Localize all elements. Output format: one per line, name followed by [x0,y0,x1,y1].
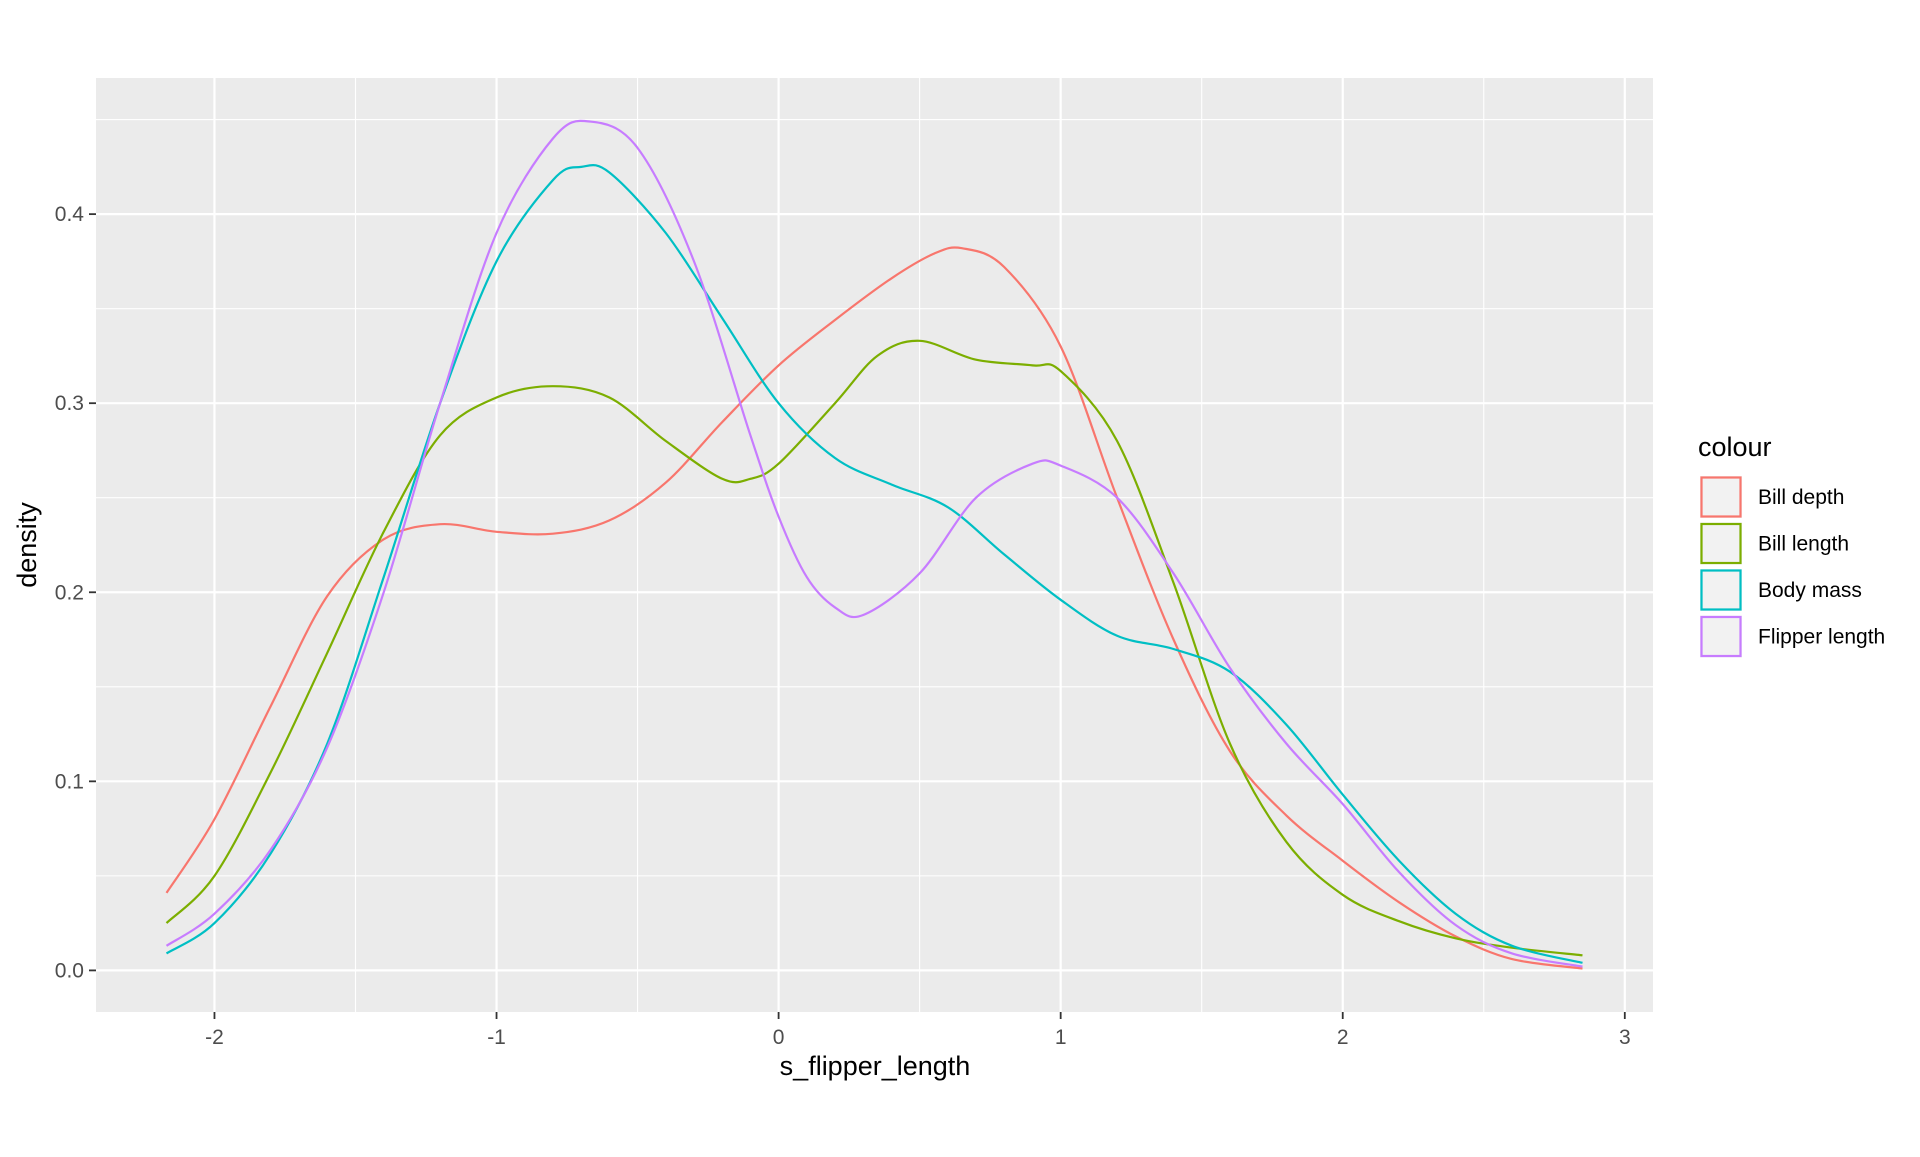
legend-title: colour [1698,432,1772,462]
legend-swatch-flipper-length [1700,615,1742,658]
series-line-flipper-length [165,119,1583,968]
legend-label-body-mass: Body mass [1758,579,1862,602]
legend-label-bill-depth: Bill depth [1758,486,1844,509]
series-line-body-mass [165,163,1583,964]
plot-panel [96,78,1653,1012]
panel-background [96,78,1653,1012]
legend-swatch-body-mass [1700,569,1742,611]
x-axis-label: s_flipper_length [780,1051,971,1081]
legend-key-background [1700,615,1742,658]
legend-label-flipper-length: Flipper length [1758,626,1885,649]
legend: colour Bill depth Bill length Body mass Fli… [1698,432,1885,658]
series-lines [165,119,1583,970]
legend-swatch-bill-depth [1700,476,1742,518]
legend-key-background [1700,522,1742,565]
x-tick-label: -1 [487,1026,506,1049]
y-tick-label: 0.4 [55,203,85,226]
x-tick-label: 1 [1055,1026,1067,1049]
y-tick-label: 0.1 [55,770,84,793]
x-tick-label: -2 [205,1026,224,1049]
x-tick-label: 2 [1337,1026,1349,1049]
x-tick-label: 0 [773,1026,785,1049]
legend-label-bill-length: Bill length [1758,533,1849,556]
series-line-bill-length [165,339,1583,957]
y-tick-label: 0.2 [55,581,84,604]
legend-key-background [1700,569,1742,611]
y-tick-label: 0.3 [55,392,84,415]
x-tick-label: 3 [1619,1026,1631,1049]
y-tick-label: 0.0 [55,959,84,982]
axes: -2 -1 0 1 2 3 0.0 0.1 0.2 0.3 0.4 [55,203,1631,1049]
grid-lines [96,78,1653,1012]
legend-swatch-bill-length [1700,522,1742,565]
legend-key-background [1700,476,1742,518]
y-axis-label: density [12,502,42,588]
